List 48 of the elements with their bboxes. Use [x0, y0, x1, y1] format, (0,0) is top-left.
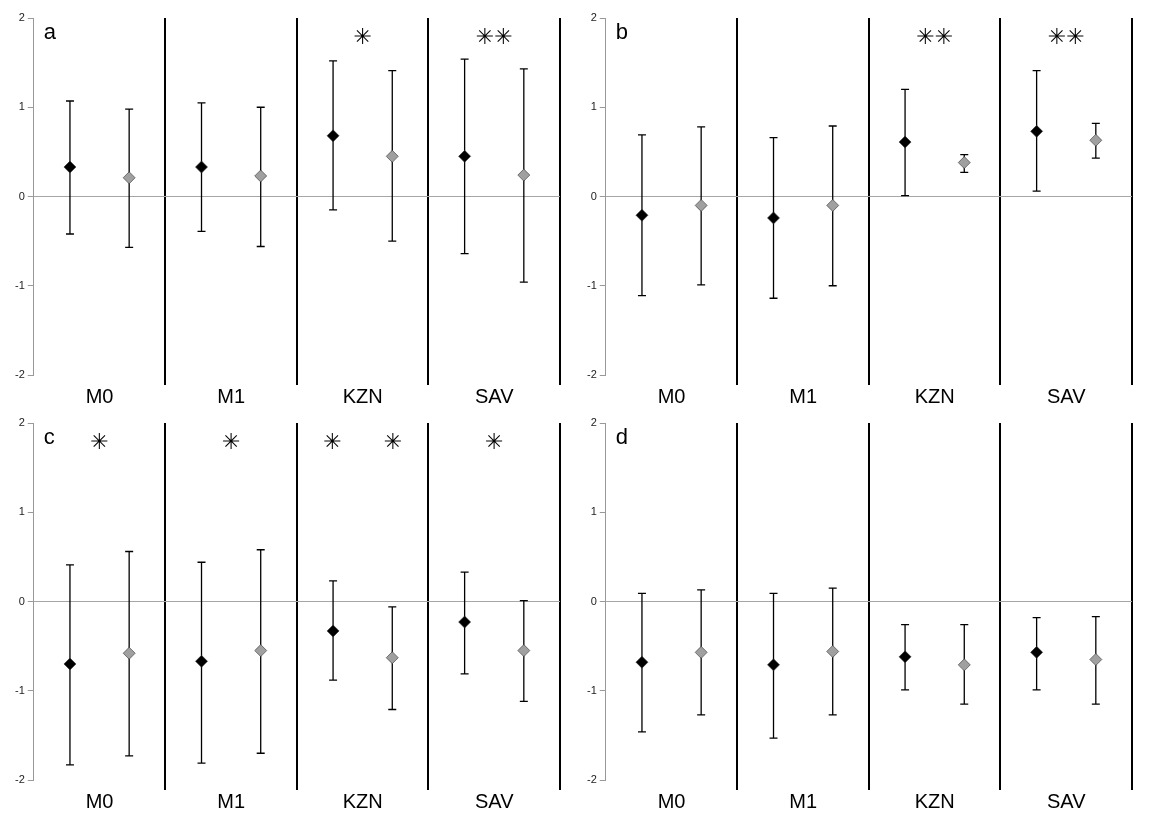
y-tick-label: 2 [18, 416, 25, 429]
x-tick-label: KZN [342, 789, 383, 812]
chart-title: c [43, 424, 55, 450]
y-tick-label: -2 [15, 368, 25, 381]
x-tick-label: M0 [657, 789, 686, 812]
x-tick-label: KZN [342, 384, 383, 407]
y-tick-label: -1 [587, 683, 597, 696]
y-tick-label: 0 [18, 189, 25, 202]
x-tick-label: KZN [914, 789, 955, 812]
y-tick-label: -1 [15, 278, 25, 291]
annotation: ✳ [90, 428, 109, 454]
x-tick-label: SAV [1046, 384, 1087, 407]
y-tick-label: 2 [590, 11, 597, 24]
y-tick-label: 2 [590, 416, 597, 429]
chart-title: a [43, 19, 57, 45]
y-tick-label: 1 [18, 100, 25, 113]
x-tick-label: SAV [474, 384, 515, 407]
y-tick-label: 0 [18, 594, 25, 607]
y-tick-label: 0 [590, 594, 597, 607]
annotation: ✳ [485, 428, 504, 454]
annotation: ✳✳ [916, 23, 954, 49]
x-tick-label: SAV [1046, 789, 1087, 812]
x-tick-label: M1 [789, 789, 818, 812]
x-tick-label: KZN [914, 384, 955, 407]
y-tick-label: 1 [18, 505, 25, 518]
y-tick-label: -2 [15, 773, 25, 786]
x-tick-label: M0 [85, 789, 114, 812]
chart-title: d [615, 424, 629, 450]
y-tick-label: 1 [590, 505, 597, 518]
annotation: ✳ [353, 23, 372, 49]
y-tick-label: -2 [587, 368, 597, 381]
y-tick-label: -1 [587, 278, 597, 291]
y-tick-label: 2 [18, 11, 25, 24]
x-tick-label: M0 [657, 384, 686, 407]
y-tick-label: 1 [590, 100, 597, 113]
x-tick-label: M0 [85, 384, 114, 407]
x-tick-label: M1 [217, 384, 246, 407]
y-tick-label: -1 [15, 683, 25, 696]
chart-title: b [615, 19, 629, 45]
x-tick-label: M1 [217, 789, 246, 812]
annotation: ✳✳ [1047, 23, 1085, 49]
x-tick-label: SAV [474, 789, 515, 812]
y-tick-label: -2 [587, 773, 597, 786]
annotation: ✳✳ [475, 23, 513, 49]
x-tick-label: M1 [789, 384, 818, 407]
y-tick-label: 0 [590, 189, 597, 202]
annotation: ✳ [221, 428, 241, 454]
annotation: ✳ ✳ [323, 428, 403, 454]
